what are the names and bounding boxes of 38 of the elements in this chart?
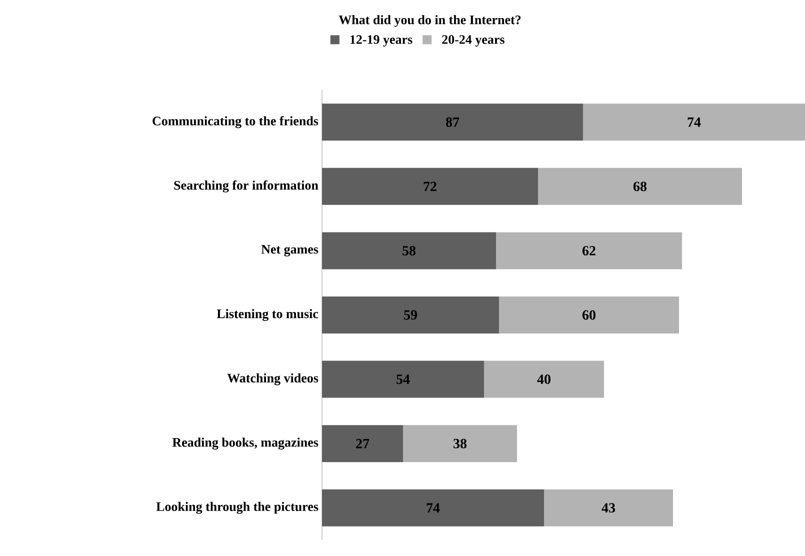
data-label: 27 [356,438,370,448]
data-label: 74 [688,118,701,127]
bar [322,360,484,398]
y-tick-label: Communicating to the friends [152,116,318,128]
chart-title: What did you do in the Internet? [338,15,521,27]
bar [322,104,584,141]
y-tick-label: Listening to music [216,309,318,321]
y-tick-label: Watching videos [227,373,318,386]
y-tick-label: Looking through the pictures [156,502,318,514]
bar [499,296,679,334]
data-label: 58 [402,246,416,256]
data-label: 40 [537,374,550,384]
bar [322,296,500,334]
data-label: 62 [582,246,596,256]
bar [538,168,742,205]
data-label: 54 [396,374,410,384]
data-label: 60 [582,310,596,320]
bar [484,360,604,398]
bar [322,232,496,270]
bar [544,489,673,526]
bar [496,232,682,270]
legend-label: 12-19 years [350,35,412,47]
data-label: 74 [426,503,440,512]
data-label: 72 [424,182,436,192]
data-label: 38 [454,438,467,448]
legend-label: 20-24 years [442,35,504,47]
y-tick-label: Searching for information [174,180,318,192]
y-tick-label: Reading books, magazines [172,438,318,450]
data-label: 59 [404,310,417,320]
data-label: 43 [602,503,616,513]
bar [583,104,805,141]
y-tick-label: Net games [261,245,318,256]
bar [322,489,544,526]
bar [322,168,538,205]
data-label: 68 [633,182,647,192]
bar [322,425,404,462]
data-label: 87 [446,117,460,127]
bar [403,425,518,462]
